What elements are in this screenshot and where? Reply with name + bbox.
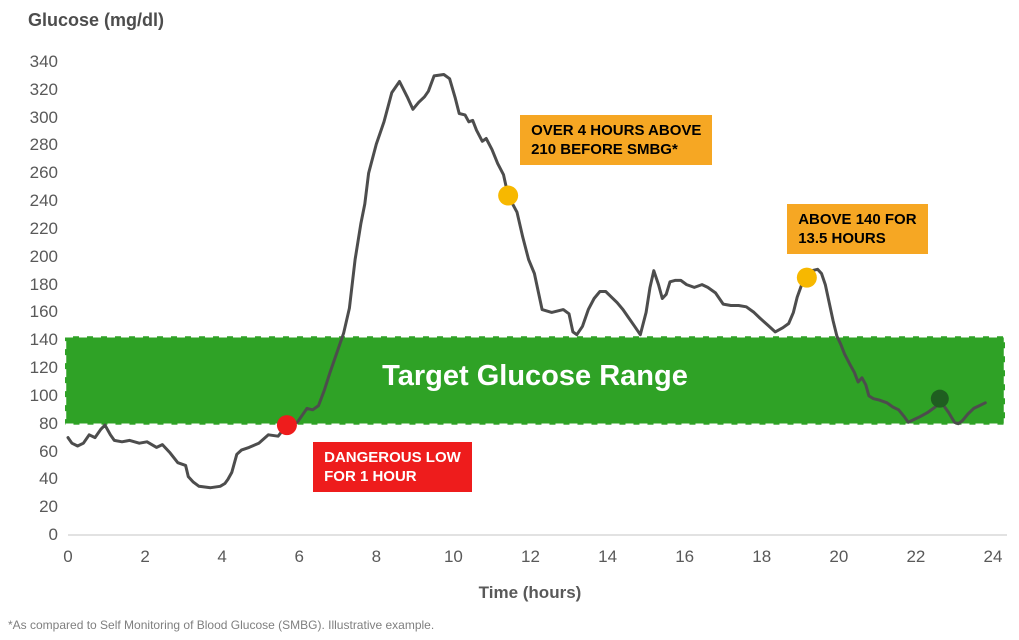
x-tick-label: 4 [217, 547, 227, 566]
x-tick-label: 20 [829, 547, 849, 566]
y-tick-label: 200 [29, 246, 58, 266]
y-tick-label: 320 [29, 79, 58, 99]
callout-line: 13.5 HOURS [798, 229, 886, 247]
y-tick-label: 260 [29, 163, 58, 183]
high-above-140-marker [796, 267, 817, 288]
callout-line: FOR 1 HOUR [324, 468, 417, 486]
x-tick-label: 0 [63, 547, 73, 566]
y-tick-label: 80 [39, 413, 58, 433]
high-above-210-marker [498, 185, 519, 206]
x-tick-label: 6 [294, 547, 304, 566]
x-tick-label: 16 [675, 547, 695, 566]
glucose-line [66, 73, 987, 490]
chart-title: Glucose (mg/dl) [28, 10, 165, 30]
y-tick-label: 220 [29, 218, 58, 238]
y-tick-label: 0 [48, 525, 58, 544]
dangerous-low-marker [276, 415, 297, 436]
callout-dangerous-low: DANGEROUS LOW FOR 1 HOUR [313, 442, 472, 493]
y-tick-label: 180 [29, 274, 58, 294]
x-axis-title: Time (hours) [478, 583, 582, 602]
callout-line: 210 BEFORE SMBG* [531, 140, 678, 158]
y-tick-label: 240 [29, 191, 58, 211]
target-range-label: Target Glucose Range [382, 360, 688, 392]
x-tick-label: 8 [371, 547, 382, 566]
y-tick-label: 160 [29, 302, 58, 322]
x-tick-label: 22 [906, 547, 926, 566]
y-tick-label: 40 [39, 469, 58, 489]
y-tick-label: 100 [29, 385, 58, 405]
x-tick-label: 10 [443, 547, 463, 566]
footnote: *As compared to Self Monitoring of Blood… [8, 618, 435, 632]
x-tick-label: 18 [752, 547, 772, 566]
callout-line: DANGEROUS LOW [324, 449, 461, 467]
y-tick-label: 60 [39, 441, 58, 461]
y-tick-label: 120 [29, 358, 58, 378]
x-tick-label: 14 [598, 547, 618, 566]
x-tick-label: 24 [983, 547, 1003, 566]
target-range-band [63, 334, 1007, 426]
y-tick-label: 280 [29, 135, 58, 155]
y-tick-label: 20 [39, 497, 58, 517]
callout-over-4-hours: OVER 4 HOURS ABOVE 210 BEFORE SMBG* [520, 114, 713, 165]
y-tick-label: 300 [29, 107, 58, 127]
x-tick-label: 12 [521, 547, 540, 566]
y-tick-label: 340 [29, 52, 58, 71]
y-tick-label: 140 [29, 330, 58, 350]
callout-line: ABOVE 140 FOR [798, 210, 917, 228]
callout-above-140: ABOVE 140 FOR 13.5 HOURS [787, 203, 928, 254]
callout-line: OVER 4 HOURS ABOVE [531, 121, 702, 139]
x-tick-label: 2 [140, 547, 150, 566]
end-in-range-marker [930, 389, 949, 408]
